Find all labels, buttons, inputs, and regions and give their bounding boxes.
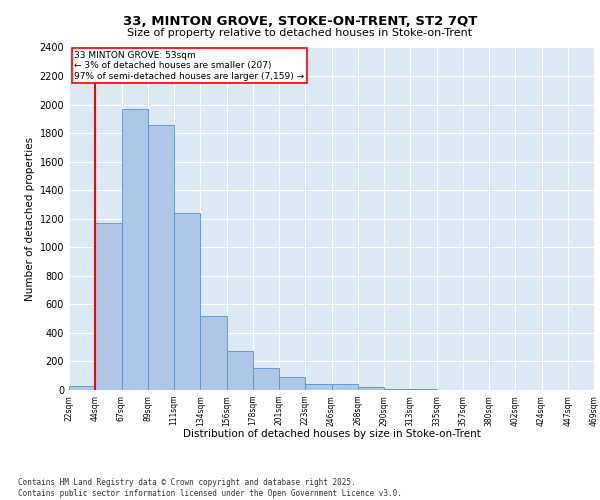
Text: 33, MINTON GROVE, STOKE-ON-TRENT, ST2 7QT: 33, MINTON GROVE, STOKE-ON-TRENT, ST2 7Q… (123, 15, 477, 28)
Bar (227, 351, 253, 390)
Bar (69, 386, 95, 390)
Bar (305, 384, 331, 390)
Bar (331, 384, 358, 390)
Bar (253, 368, 279, 390)
Bar (95, 223, 121, 390)
Bar (200, 316, 227, 390)
Text: Size of property relative to detached houses in Stoke-on-Trent: Size of property relative to detached ho… (127, 28, 473, 38)
Bar (384, 388, 410, 390)
Bar (174, 213, 200, 390)
Bar (121, 109, 148, 390)
Text: Contains HM Land Registry data © Crown copyright and database right 2025.
Contai: Contains HM Land Registry data © Crown c… (18, 478, 402, 498)
Y-axis label: Number of detached properties: Number of detached properties (25, 136, 35, 301)
Bar (279, 377, 305, 390)
Bar (358, 387, 384, 390)
Text: 33 MINTON GROVE: 53sqm
← 3% of detached houses are smaller (207)
97% of semi-det: 33 MINTON GROVE: 53sqm ← 3% of detached … (74, 51, 304, 80)
X-axis label: Distribution of detached houses by size in Stoke-on-Trent: Distribution of detached houses by size … (182, 428, 481, 438)
Bar (148, 124, 174, 390)
